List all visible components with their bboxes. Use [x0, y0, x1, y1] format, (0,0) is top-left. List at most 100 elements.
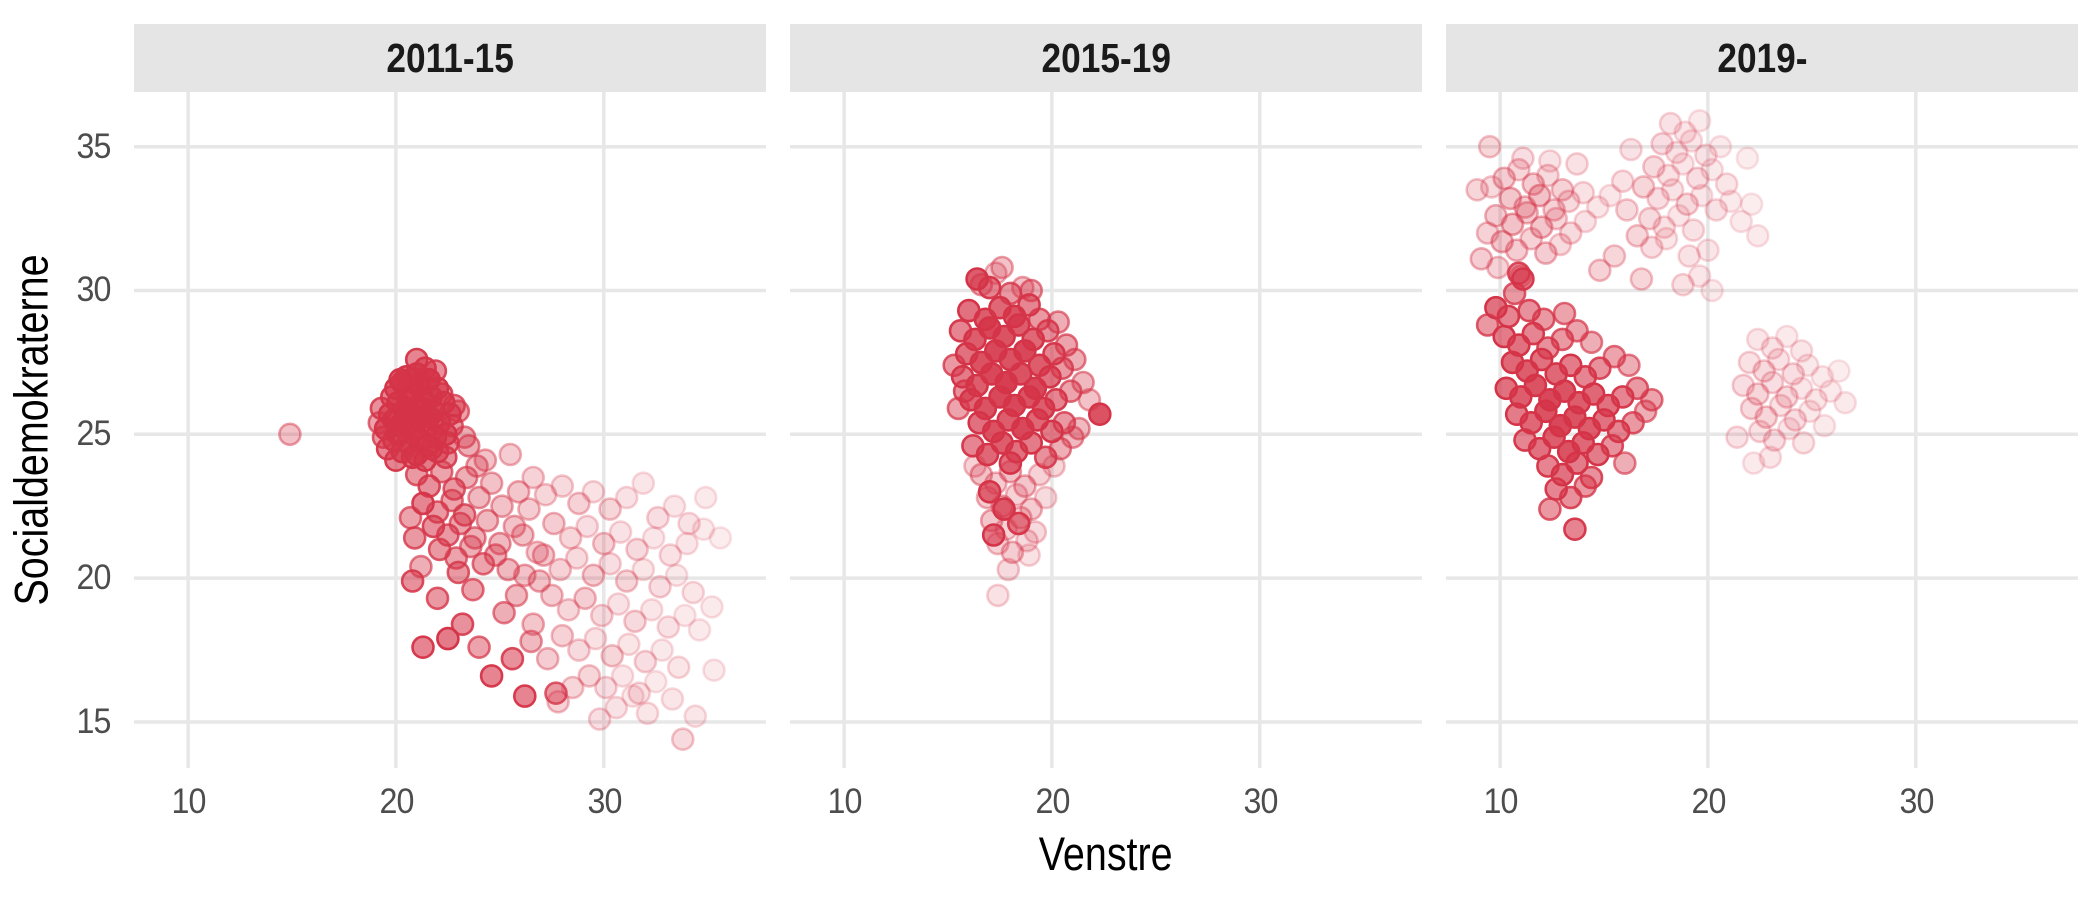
scatter-point: [1725, 425, 1749, 450]
scatter-point: [1521, 172, 1546, 196]
scatter-point: [969, 272, 994, 297]
scatter-point: [977, 479, 1002, 504]
scatter-point: [496, 557, 521, 582]
scatter-point: [1631, 175, 1656, 199]
scatter-point: [467, 635, 491, 660]
scatter-point: [1475, 221, 1500, 245]
scatter-point: [631, 471, 656, 496]
scatter-point: [425, 586, 450, 611]
scatter-point: [479, 664, 504, 688]
x-axis-title: Venstre: [756, 826, 1456, 881]
scatter-point: [589, 603, 614, 628]
scatter-point: [1565, 451, 1589, 475]
scatter-point: [1588, 258, 1612, 283]
scatter-point: [1542, 198, 1566, 222]
scatter-point: [1745, 382, 1770, 406]
scatter-point: [683, 704, 708, 729]
scatter-point: [1027, 462, 1052, 487]
scatter-point: [1586, 195, 1610, 219]
scatter-point: [1656, 163, 1681, 188]
scatter-point: [1613, 451, 1637, 475]
scatter-point: [1013, 474, 1037, 498]
scatter-point: [1492, 166, 1517, 191]
scatter-point: [981, 523, 1006, 547]
scatter-point: [598, 551, 622, 576]
scatter-point: [1529, 215, 1554, 239]
scatter-point: [625, 537, 649, 562]
scatter-point: [1768, 393, 1793, 418]
scatter-point: [673, 603, 697, 628]
scatter-point: [1515, 201, 1539, 225]
scatter-point: [506, 479, 531, 504]
scatter-point: [1689, 183, 1714, 208]
scatter-point: [693, 485, 718, 510]
scatter-point: [1758, 445, 1783, 470]
x-tick-label: 10: [827, 782, 862, 821]
scatter-point: [1745, 327, 1770, 352]
scatter-point: [656, 615, 681, 639]
scatter-point: [573, 586, 597, 611]
x-tick-label: 30: [1243, 782, 1278, 821]
scatter-point: [512, 684, 537, 708]
scatter-point: [1650, 131, 1674, 156]
scatter-point: [1775, 324, 1799, 349]
scatter-point: [446, 399, 471, 424]
scatter-point: [1019, 431, 1043, 455]
scatter-point: [614, 485, 639, 510]
scatter-point: [1534, 399, 1558, 424]
scatter-point: [998, 451, 1023, 475]
scatter-point: [623, 609, 647, 634]
scatter-point: [1675, 192, 1699, 216]
scatter-point: [1610, 169, 1635, 193]
x-tick-label: 10: [1483, 782, 1518, 821]
scatter-point: [448, 511, 473, 536]
scatter-point: [646, 505, 670, 530]
scatter-point: [1762, 428, 1787, 452]
x-tick-label: 20: [379, 782, 414, 821]
scatter-point: [1477, 134, 1502, 159]
scatter-point: [942, 353, 966, 378]
scatter-point: [675, 531, 699, 556]
facet-strip-label: 2015-19: [1041, 34, 1171, 81]
facet-2011-15: 2011-15 10 20 30: [134, 24, 766, 821]
scatter-point: [1573, 474, 1598, 498]
scatter-point: [521, 612, 546, 637]
scatter-point: [1696, 238, 1720, 262]
scatter-point: [521, 465, 546, 490]
scatter-point: [998, 281, 1023, 306]
scatter-point: [1745, 224, 1770, 248]
x-tick-label: 20: [1691, 782, 1726, 821]
scatter-point: [575, 514, 600, 539]
scatter-point: [400, 569, 425, 593]
scatter-point: [648, 574, 672, 599]
scatter-point: [1781, 362, 1806, 386]
scatter-point: [587, 707, 612, 731]
scatter-point: [475, 508, 500, 533]
scatter-point: [1783, 408, 1808, 432]
scatter-point: [1544, 206, 1568, 231]
scatter-point: [417, 405, 442, 429]
scatter-point: [1685, 166, 1710, 191]
scatter-point: [616, 632, 641, 657]
scatter-point: [527, 569, 552, 593]
scatter-point: [1687, 264, 1712, 288]
scatter-point: [1523, 373, 1548, 398]
scatter-point: [1050, 356, 1075, 381]
scatter-point: [1529, 347, 1554, 372]
scatter-point: [662, 494, 687, 519]
scatter-point: [1536, 163, 1560, 188]
scatter-point: [388, 367, 412, 392]
scatter-point: [535, 646, 560, 671]
scatter-point: [641, 526, 666, 550]
scatter-point: [986, 583, 1010, 608]
scatter-point: [1521, 321, 1546, 346]
scatter-point: [1673, 120, 1697, 145]
scatter-point: [1629, 267, 1654, 291]
y-tick-label: 35: [76, 127, 112, 166]
scatter-point: [1617, 353, 1641, 378]
scatter-point: [1504, 238, 1529, 262]
scatter-point: [465, 454, 489, 478]
y-tick-label: 30: [76, 270, 112, 309]
scatter-point: [567, 638, 591, 662]
scatter-point: [1708, 134, 1733, 159]
